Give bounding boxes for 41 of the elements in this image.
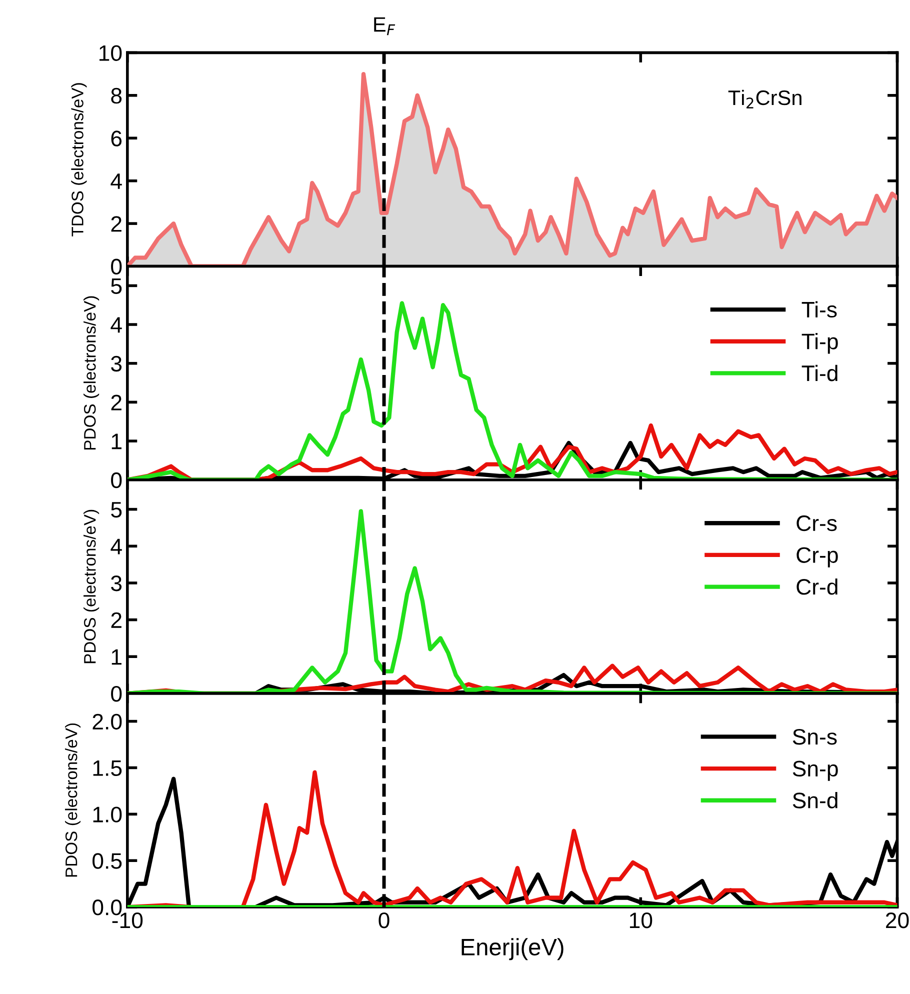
x-tick-label: 0 (378, 912, 390, 928)
y-tick-label: 10 (100, 45, 122, 61)
y-tick-label: 3 (111, 576, 122, 592)
y-axis-title: PDOS (electrons/eV) (84, 510, 100, 664)
legend-label: Ti-d (802, 364, 838, 382)
y-tick-label: 1.0 (93, 806, 122, 822)
y-axis-title: PDOS (electrons/eV) (84, 296, 100, 450)
y-tick-label: 1 (112, 649, 122, 665)
y-tick-label: 4 (110, 174, 122, 189)
y-tick-label: 2 (111, 612, 122, 628)
y-tick-label: 3 (111, 356, 122, 372)
legend-label: Ti-s (802, 301, 837, 318)
legend-label: Ti-p (802, 333, 838, 354)
x-axis-title: Enerji(eV) (462, 938, 564, 960)
y-tick-label: 0.5 (92, 853, 122, 869)
legend-label: Sn-s (792, 728, 837, 745)
y-axis-title: TDOS (electrons/eV) (71, 83, 87, 236)
ref-line-label: E$_{F}$ (374, 17, 396, 36)
legend-label: Cr-s (796, 515, 837, 532)
annotation: Ti$_{2}$CrSn (728, 90, 802, 108)
y-tick-label: 5 (111, 278, 122, 294)
y-tick-label: 2.0 (92, 714, 122, 730)
x-tick-label: 10 (630, 912, 652, 928)
y-axis-title: PDOS (electrons/eV) (65, 723, 81, 877)
y-tick-label: 4 (110, 538, 122, 554)
legend-label: Sn-d (792, 792, 838, 808)
y-tick-label: 6 (111, 130, 122, 146)
legend-label: Cr-d (796, 578, 838, 595)
legend-label: Sn-p (792, 760, 838, 781)
y-tick-label: 5 (111, 502, 122, 518)
y-tick-label: 1 (112, 434, 122, 450)
y-tick-label: 2 (111, 216, 122, 232)
legend-label: Cr-p (796, 547, 838, 568)
y-tick-label: 0 (111, 472, 122, 488)
y-tick-label: 1.5 (93, 760, 122, 776)
y-tick-label: 2 (111, 394, 122, 410)
y-tick-label: 4 (110, 317, 122, 333)
y-tick-label: 8 (111, 88, 122, 104)
x-tick-label: 20 (886, 912, 909, 928)
y-tick-label: 0 (111, 686, 122, 702)
y-tick-label: 0 (111, 258, 122, 275)
